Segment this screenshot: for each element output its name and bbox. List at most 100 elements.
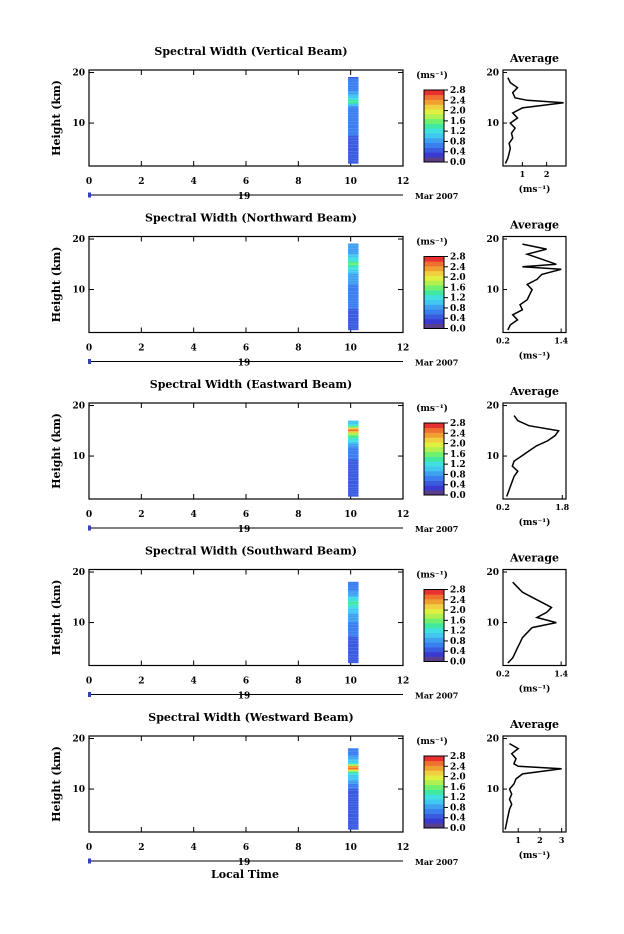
heatmap-cell [348, 661, 359, 664]
heatmap-cell [348, 626, 359, 628]
heatmap-cell [348, 80, 359, 83]
heatmap-cell [348, 617, 359, 619]
colorbar-swatch [424, 794, 444, 800]
heatmap-cell [348, 431, 359, 434]
heatmap-cell [348, 657, 359, 660]
heatmap-cell [348, 762, 359, 765]
date-month-label: Mar 2007 [415, 524, 458, 534]
heatmap-cell [348, 305, 359, 308]
colorbar-tick-label: 0.8 [450, 470, 466, 480]
x-tick-label: 10 [344, 677, 357, 687]
heatmap-cell [348, 827, 359, 830]
heatmap-cell [348, 158, 359, 161]
colorbar-swatch [424, 594, 444, 600]
heatmap-cell [348, 317, 359, 320]
heatmap-cell [348, 647, 359, 650]
heatmap-cell [348, 422, 359, 425]
x-tick-label: 6 [243, 344, 249, 354]
average-title: Average [509, 552, 559, 565]
average-y-tick-label: 20 [486, 735, 499, 745]
colorbar-tick-label: 2.0 [450, 773, 466, 783]
heatmap-cell [348, 271, 359, 274]
date-day-label: 19 [238, 525, 251, 535]
heatmap-cell [348, 811, 359, 814]
heatmap-cell [348, 493, 359, 495]
x-tick-label: 10 [344, 510, 357, 520]
heatmap-cell [348, 153, 359, 155]
heatmap-cell [348, 633, 359, 635]
heatmap-cell [348, 270, 359, 272]
heatmap-cell [348, 457, 359, 460]
heatmap-cell [348, 140, 359, 143]
y-axis-label: Height (km) [50, 746, 63, 822]
colorbar-tick-label: 2.0 [450, 440, 466, 450]
heatmap-cell [348, 597, 359, 600]
average-title: Average [509, 219, 559, 232]
y-tick-label: 20 [72, 735, 85, 745]
colorbar-swatch [424, 261, 444, 267]
colorbar-swatch [424, 90, 444, 96]
heatmap-cell [348, 151, 359, 154]
colorbar-tick-label: 1.6 [450, 450, 466, 460]
colorbar-swatch [424, 770, 444, 776]
heatmap-cell [348, 319, 359, 322]
heatmap-cell [348, 278, 359, 281]
colorbar-tick-label: 2.8 [450, 86, 466, 96]
colorbar-tick-label: 1.6 [450, 616, 466, 626]
date-marker [88, 858, 91, 864]
heatmap-cell [348, 121, 359, 123]
heatmap-cell [348, 599, 359, 602]
x-tick-label: 2 [138, 344, 144, 354]
colorbar-swatch [424, 294, 444, 300]
colorbar-swatch [424, 318, 444, 324]
heatmap-cell [348, 613, 359, 616]
heatmap-cell [348, 108, 359, 111]
colorbar-swatch [424, 780, 444, 786]
x-tick-label: 8 [295, 344, 301, 354]
heatmap-cell [348, 87, 359, 90]
heatmap-cell [348, 284, 359, 286]
colorbar-swatch [424, 118, 444, 124]
heatmap-cell [348, 778, 359, 781]
heatmap-cell [348, 585, 359, 588]
x-tick-label: 10 [344, 344, 357, 354]
heatmap-cell [348, 300, 359, 302]
heatmap-cell [348, 126, 359, 129]
heatmap-cell [348, 748, 359, 751]
heatmap-cell [348, 94, 359, 97]
heatmap-cell [348, 796, 359, 798]
heatmap-cell [348, 785, 359, 788]
average-x-label: (ms⁻¹) [519, 184, 551, 195]
heatmap-cell [348, 243, 359, 246]
colorbar-tick-label: 2.0 [450, 273, 466, 283]
average-frame [502, 402, 567, 500]
x-tick-label: 0 [86, 677, 92, 687]
heatmap-cell [348, 760, 359, 763]
colorbar-swatch [424, 480, 444, 486]
y-tick-label: 20 [72, 568, 85, 578]
heatmap-cell [348, 142, 359, 145]
x-tick-label: 2 [138, 510, 144, 520]
average-profile-line [504, 77, 564, 164]
heatmap-cell [348, 114, 359, 116]
heatmap-cell [348, 294, 359, 297]
colorbar-swatch [424, 432, 444, 438]
average-title: Average [509, 385, 559, 398]
heatmap-cell [348, 473, 359, 476]
heatmap-cell [348, 130, 359, 132]
colorbar-swatch [424, 618, 444, 624]
heatmap-cell [348, 792, 359, 795]
colorbar-swatch [424, 775, 444, 781]
average-x-tick-label: 1.4 [554, 336, 568, 346]
colorbar-swatch [424, 799, 444, 805]
average-y-tick-label: 20 [486, 402, 499, 412]
heatmap-cell [348, 822, 359, 825]
average-frame [502, 735, 567, 833]
heatmap-cell [348, 631, 359, 634]
heatmap-cell [348, 592, 359, 595]
panel-title: Spectral Width (Northward Beam) [145, 212, 357, 225]
colorbar-unit: (ms⁻¹) [416, 736, 448, 747]
x-tick-label: 4 [191, 177, 197, 187]
heatmap-cell [348, 76, 359, 79]
x-tick-label: 8 [295, 843, 301, 853]
